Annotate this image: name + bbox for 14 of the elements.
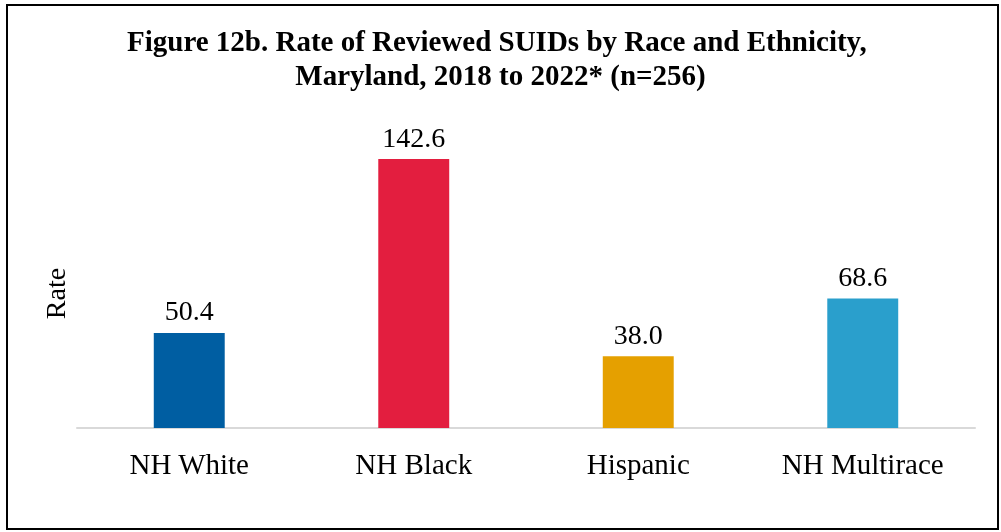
y-axis-title: Rate (39, 267, 71, 320)
bar (827, 298, 899, 428)
bar (602, 356, 674, 428)
x-tick-label: NH Multirace (781, 447, 944, 480)
data-label: 50.4 (164, 295, 214, 327)
x-tick-label: Hispanic (586, 447, 690, 480)
chart-title: Figure 12b. Rate of Reviewed SUIDs by Race and Ethnicity, Maryland, 2018 to 2022* (n=256) (126, 25, 875, 92)
x-tick-label: NH Black (355, 447, 473, 480)
bar (378, 159, 450, 428)
x-tick-label: NH White (129, 447, 249, 480)
data-label: 142.6 (382, 121, 446, 153)
bar (153, 332, 225, 428)
data-label: 38.0 (613, 318, 663, 350)
data-label: 68.6 (838, 261, 888, 293)
